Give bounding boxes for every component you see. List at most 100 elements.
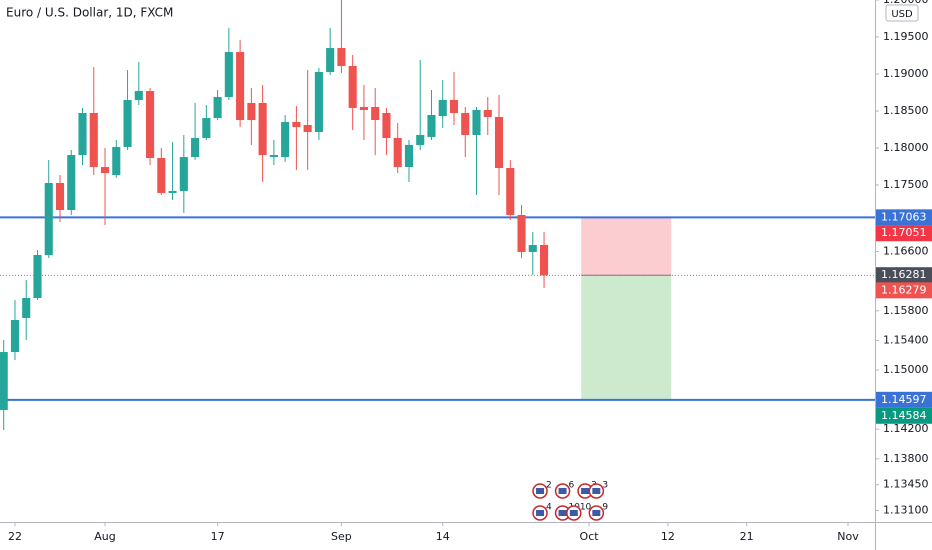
x-tick-label: 21: [740, 530, 754, 543]
candle-body: [44, 183, 53, 256]
candle-body: [303, 124, 312, 133]
event-flag: [592, 488, 601, 494]
stop-zone: [581, 217, 672, 276]
candle-body: [258, 103, 267, 156]
price-badge-label: 1.14584: [881, 409, 927, 422]
y-tick-label: 1.15800: [883, 304, 929, 317]
currency-box[interactable]: [885, 4, 919, 22]
target-zone: [581, 275, 672, 400]
y-tick-label: 1.13100: [883, 504, 929, 517]
candle-body: [191, 138, 200, 158]
candle-body: [337, 48, 346, 67]
candle-body: [236, 52, 245, 121]
event-count: 6: [569, 481, 575, 491]
y-tick-label: 1.17500: [883, 178, 929, 191]
candle-body: [506, 167, 515, 215]
y-tick-label: 1.13800: [883, 452, 929, 465]
candle-body: [0, 352, 8, 411]
candle-body: [89, 112, 98, 168]
y-tick-label: 1.19500: [883, 30, 929, 43]
candle-body: [224, 52, 233, 98]
candle-body: [10, 319, 20, 353]
chart-title: Euro / U.S. Dollar, 1D, FXCM: [6, 6, 173, 20]
x-tick-label: Oct: [580, 530, 600, 543]
x-tick-label: Nov: [837, 530, 859, 543]
candle-body: [517, 214, 526, 252]
candle-body: [100, 167, 110, 174]
event-count: 3: [602, 481, 608, 491]
x-tick-label: 17: [211, 530, 225, 543]
candle-body: [314, 72, 323, 133]
price-badge-label: 1.17051: [881, 226, 927, 239]
event-flag: [592, 510, 601, 516]
y-tick-label: 1.14200: [883, 422, 929, 435]
candle-body: [528, 245, 537, 252]
event-count: 2: [546, 481, 552, 491]
currency: USD: [891, 9, 913, 20]
candle-body: [348, 66, 357, 108]
x-tick-label: Aug: [94, 530, 115, 543]
x-tick-label: 14: [436, 530, 450, 543]
candle-body: [55, 183, 65, 211]
event-flag: [558, 510, 567, 516]
candle-body: [112, 146, 121, 176]
candle-body: [461, 112, 470, 135]
event-flag: [536, 488, 545, 494]
x-tick-label: 22: [8, 530, 22, 543]
candle-body: [371, 107, 380, 121]
price-badge: [876, 407, 932, 424]
x-tick-label: 12: [661, 530, 675, 543]
event-count: 9: [602, 503, 608, 513]
price-badge: [876, 225, 932, 242]
candle-body: [359, 107, 368, 110]
candle-body: [157, 157, 166, 193]
price-badge: [876, 209, 932, 226]
candle-body: [67, 155, 76, 211]
candle-body: [281, 122, 290, 158]
y-tick-label: 1.18000: [883, 141, 929, 154]
y-tick-label: 1.13450: [883, 478, 929, 491]
price-badge: [876, 391, 932, 408]
candle-body: [134, 91, 143, 100]
candle-body: [247, 103, 256, 121]
y-tick-label: 1.16600: [883, 245, 929, 258]
candle-body: [168, 190, 177, 193]
candle-body: [427, 114, 436, 137]
price-badge: [876, 282, 932, 299]
event-flag: [581, 488, 590, 494]
y-tick-label: 1.18500: [883, 104, 929, 117]
event-flag: [558, 488, 567, 494]
event-flag: [569, 510, 578, 516]
candle-body: [123, 99, 132, 147]
y-tick-label: 1.15400: [883, 333, 929, 346]
candle-body: [78, 112, 87, 156]
candle-body: [494, 116, 504, 168]
x-tick-label: Sep: [331, 530, 352, 543]
candle-body: [179, 157, 188, 191]
candle-body: [382, 112, 391, 139]
y-tick-label: 1.20000: [883, 0, 929, 6]
candle-body: [438, 99, 447, 117]
candle-body: [539, 245, 549, 276]
candle-body: [213, 97, 222, 119]
candle-body: [146, 91, 155, 158]
event-count: 4: [546, 503, 552, 513]
candle-body: [269, 155, 278, 158]
event-flag: [536, 510, 545, 516]
y-tick-label: 1.15000: [883, 363, 929, 376]
price-badge: [876, 267, 932, 284]
candle-body: [404, 144, 414, 168]
candle-body: [326, 48, 335, 73]
candle-body: [33, 255, 42, 299]
candle-body: [416, 134, 425, 145]
candle-body: [202, 118, 211, 139]
candle-body: [393, 138, 402, 168]
price-badge-label: 1.17063: [881, 210, 927, 223]
candle-body: [472, 109, 481, 135]
y-tick-label: 1.19000: [883, 67, 929, 80]
price-badge-label: 1.14597: [881, 393, 927, 406]
candle-body: [483, 109, 492, 117]
event-count: 10: [580, 503, 592, 513]
candle-body: [292, 122, 301, 127]
